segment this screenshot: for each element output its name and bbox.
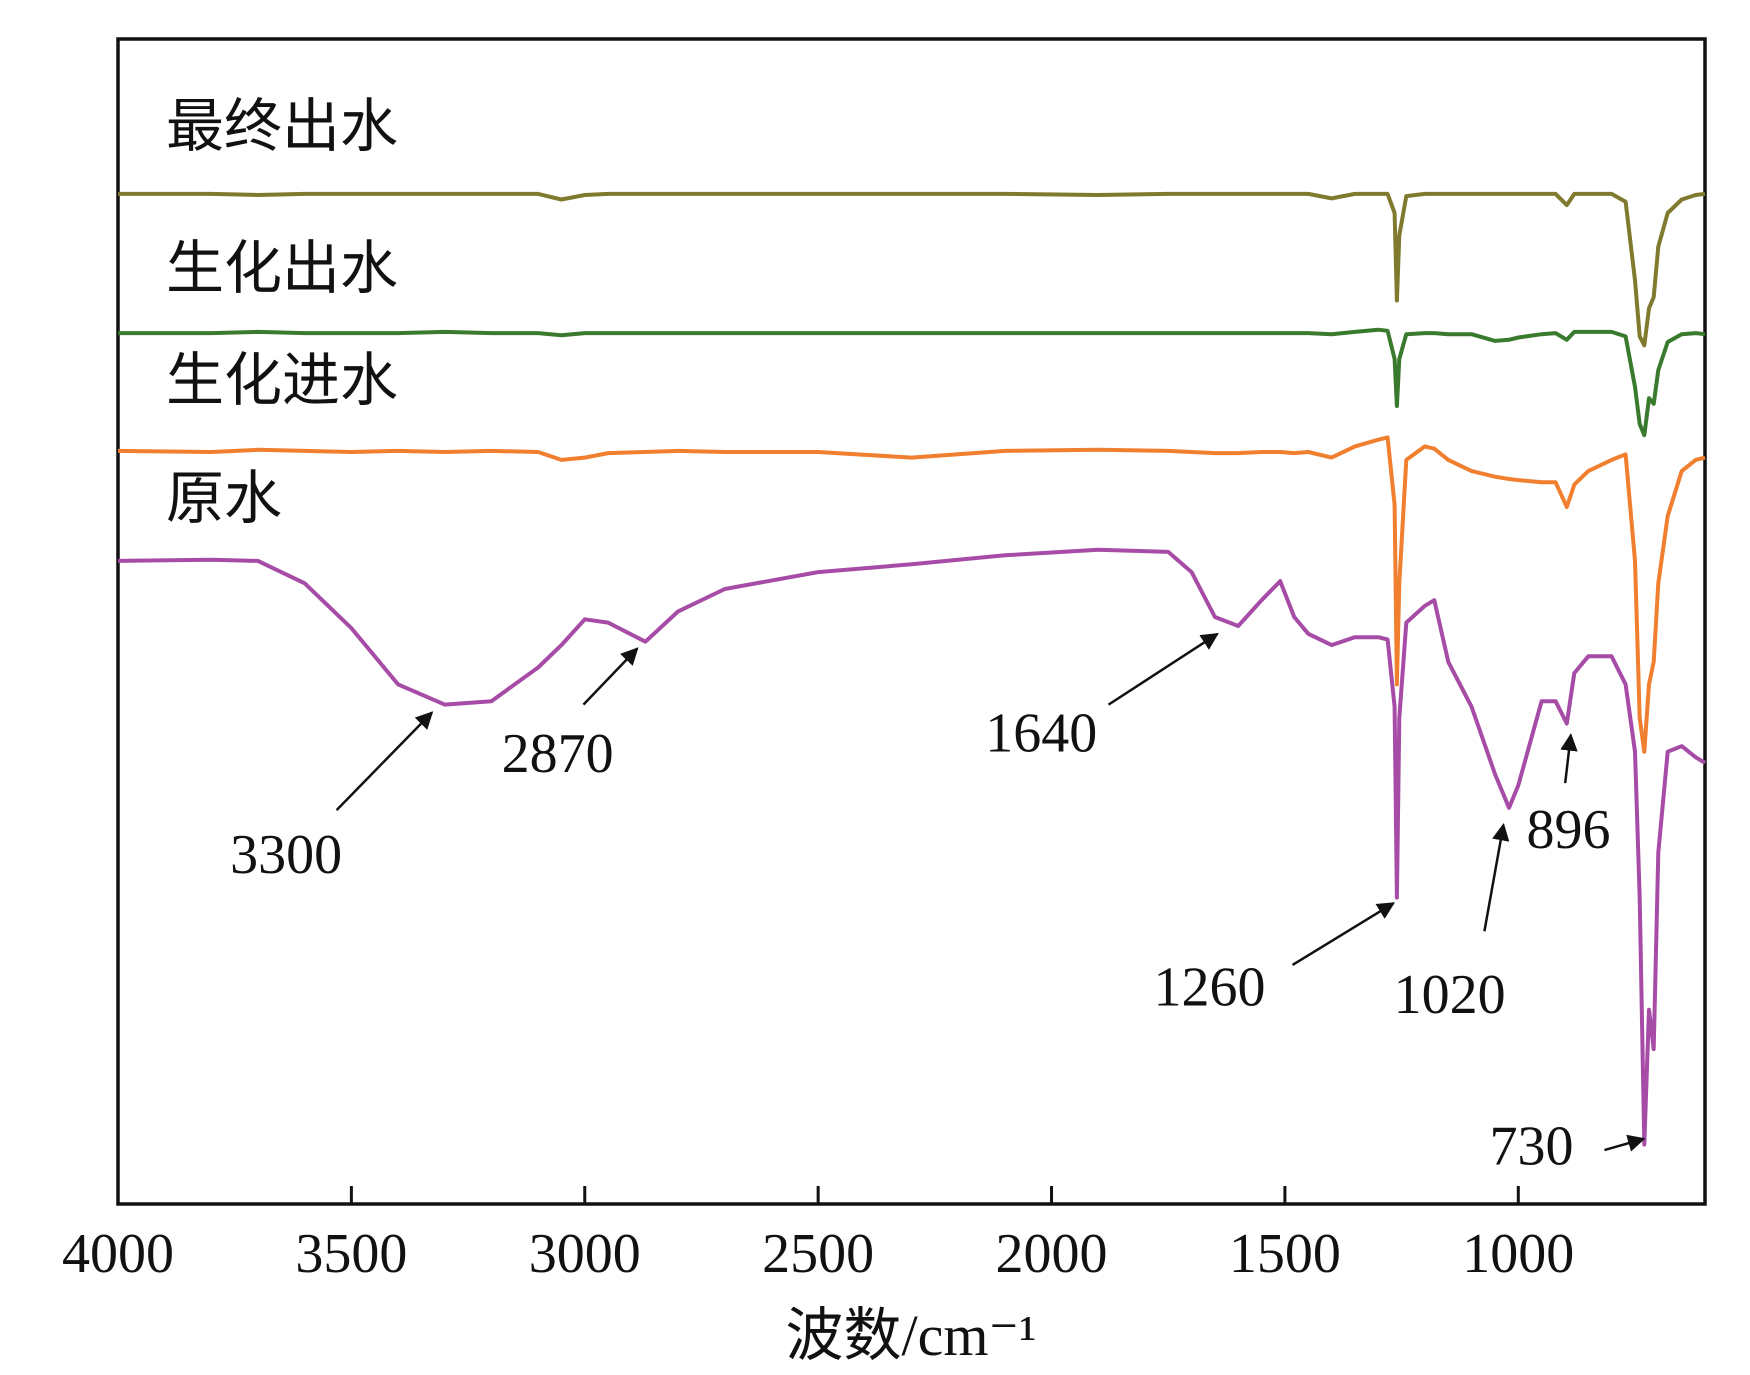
annotation-label: 896 — [1527, 799, 1611, 861]
series-label: 生化进水 — [166, 348, 398, 413]
annotation-arrow — [1483, 822, 1510, 932]
annotation-arrow — [1560, 733, 1578, 784]
x-tick-label: 2500 — [762, 1223, 874, 1285]
annotation-label: 3300 — [230, 824, 342, 886]
annotation-label: 1260 — [1154, 956, 1266, 1018]
x-tick-label: 1500 — [1229, 1223, 1341, 1285]
annotation-label: 2870 — [502, 723, 614, 785]
series-label: 最终出水 — [166, 94, 398, 159]
annotation-arrow — [582, 647, 639, 706]
x-tick-label: 3000 — [529, 1223, 641, 1285]
spectrum-line — [117, 435, 1706, 754]
annotation-label: 1020 — [1394, 964, 1506, 1026]
plot-frame — [116, 37, 1707, 1206]
x-tick-label: 1000 — [1462, 1223, 1574, 1285]
annotation-label: 1640 — [985, 703, 1097, 765]
spectrum-line — [118, 327, 1706, 438]
x-axis-label: 波数/cm⁻¹ — [786, 1303, 1037, 1368]
x-tick-label: 2000 — [996, 1223, 1108, 1285]
spectrum-line — [118, 191, 1706, 348]
annotation-label: 730 — [1490, 1116, 1574, 1178]
x-tick-label: 4000 — [62, 1223, 174, 1285]
x-tick-label: 3500 — [295, 1223, 407, 1285]
series-label: 生化出水 — [166, 236, 398, 301]
annotation-arrow — [335, 711, 434, 811]
spectrum-line — [117, 547, 1707, 1147]
series-label: 原水 — [166, 466, 282, 531]
annotation-arrow — [1291, 902, 1396, 966]
annotation-arrow — [1604, 1134, 1646, 1152]
annotation-arrow — [1107, 632, 1219, 706]
